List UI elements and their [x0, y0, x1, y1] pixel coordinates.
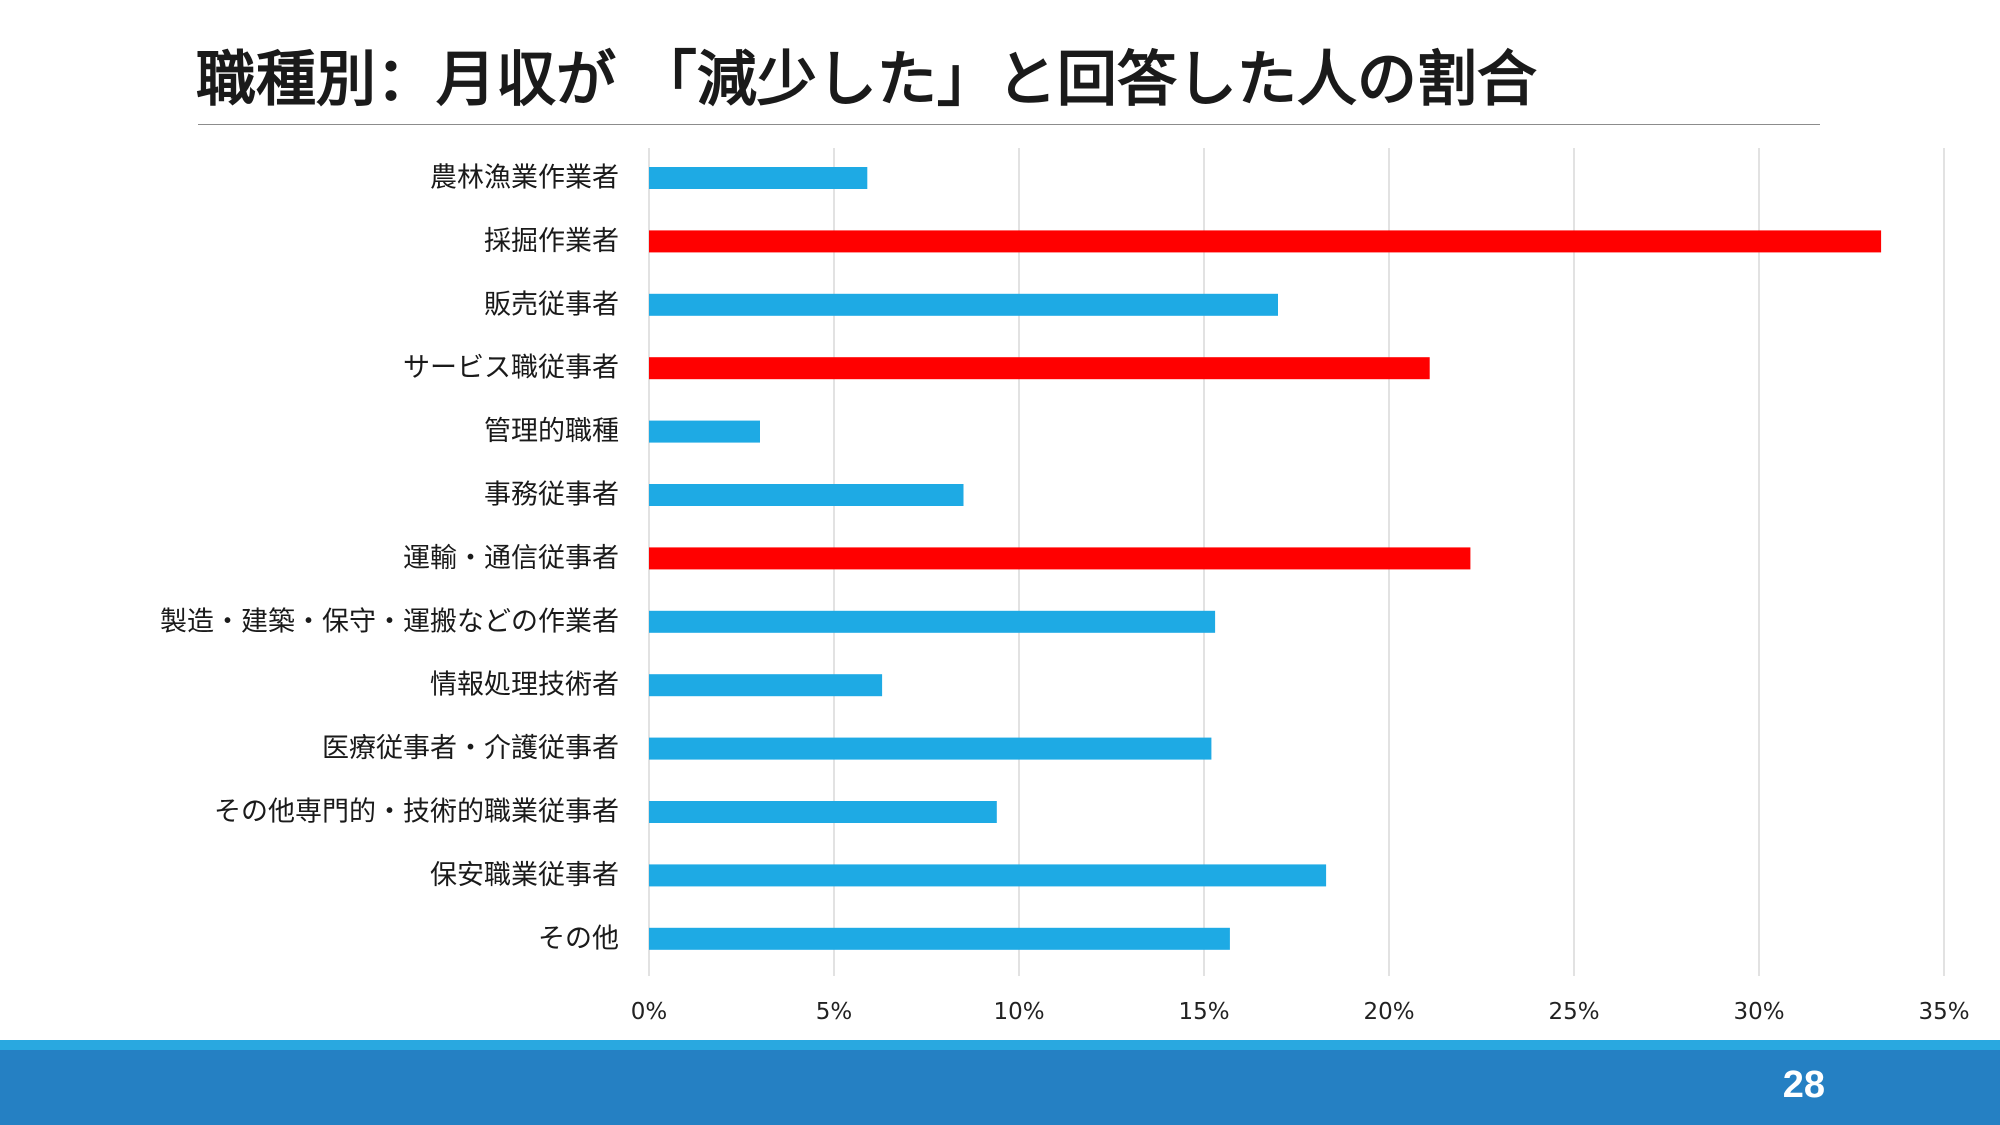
category-label: 管理的職種 — [484, 416, 619, 447]
bar-1 — [649, 230, 1882, 253]
category-label: 製造・建築・保守・運搬などの作業者 — [160, 606, 619, 637]
x-tick-label: 25% — [1548, 999, 1599, 1025]
bar-6 — [649, 547, 1471, 570]
category-label: 採掘作業者 — [484, 226, 619, 257]
category-label: 販売従事者 — [484, 289, 619, 320]
x-tick-label: 5% — [816, 999, 853, 1025]
x-tick-label: 0% — [631, 999, 668, 1025]
category-label: 運輸・通信従事者 — [403, 543, 619, 574]
footer-accent-band — [0, 1040, 2000, 1050]
bar-11 — [649, 864, 1327, 887]
bar-9 — [649, 737, 1212, 760]
page-number: 28 — [1782, 1064, 1825, 1106]
title-divider — [198, 124, 1820, 125]
page-title: 職種別：月収が 「減少した」と回答した人の割合 — [196, 45, 1537, 115]
footer-band — [0, 1050, 2000, 1125]
bar-5 — [649, 484, 964, 506]
category-label: 農林漁業作業者 — [430, 163, 619, 194]
chart-bars — [649, 167, 1882, 950]
x-tick-label: 20% — [1363, 999, 1414, 1025]
category-label: 事務従事者 — [484, 480, 619, 511]
bar-10 — [649, 801, 997, 823]
bar-chart: 農林漁業作業者採掘作業者販売従事者サービス職従事者管理的職種事務従事者運輸・通信… — [160, 148, 1970, 1025]
bar-8 — [649, 674, 883, 697]
category-label: その他 — [538, 923, 619, 954]
chart-category-labels: 農林漁業作業者採掘作業者販売従事者サービス職従事者管理的職種事務従事者運輸・通信… — [160, 163, 619, 955]
x-tick-label: 30% — [1733, 999, 1784, 1025]
bar-3 — [649, 357, 1430, 380]
bar-12 — [649, 927, 1230, 950]
category-label: 情報処理技術者 — [430, 670, 619, 701]
category-label: 保安職業従事者 — [430, 860, 619, 891]
bar-4 — [649, 420, 760, 443]
bar-2 — [649, 293, 1278, 316]
x-tick-label: 15% — [1178, 999, 1229, 1025]
chart-gridlines — [648, 148, 1945, 976]
x-tick-label: 35% — [1918, 999, 1969, 1025]
bar-0 — [649, 167, 868, 189]
category-label: 医療従事者・介護従事者 — [322, 733, 619, 764]
chart-x-axis-ticks: 0% 5% 10% 15% 20% 25% 30% 35% — [631, 999, 1970, 1025]
bar-7 — [649, 610, 1216, 633]
x-tick-label: 10% — [993, 999, 1044, 1025]
category-label: その他専門的・技術的職業従事者 — [214, 797, 619, 828]
category-label: サービス職従事者 — [403, 353, 619, 384]
